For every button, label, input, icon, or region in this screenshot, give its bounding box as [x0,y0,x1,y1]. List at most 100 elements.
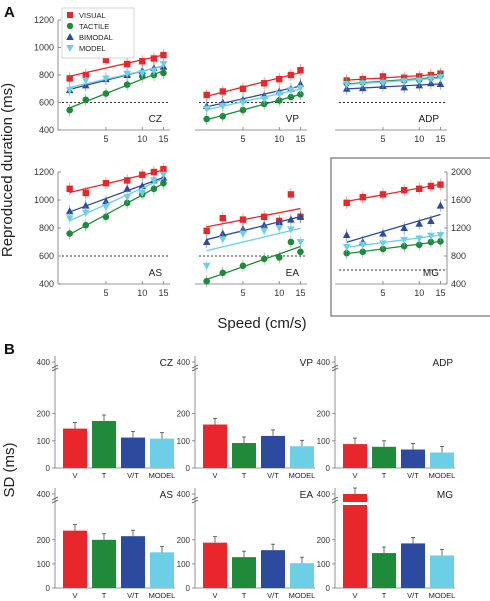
bar-v [343,444,367,468]
panel-b-y-axis-label: SD (ms) [1,443,18,498]
x-tick-label: V/T [267,471,279,480]
y-tick-label: 200 [317,410,331,419]
y-tick-label: 100 [177,560,191,569]
legend-label-model: MODEL [79,44,106,53]
subplot-label: EA [286,268,300,279]
bar-model [150,552,174,588]
data-point-visual [66,185,73,192]
y-tick-label: 400 [177,358,191,367]
subplot-label: ADP [432,358,453,369]
x-tick-label: 10 [137,134,147,144]
data-point-tactile [203,277,210,285]
legend-marker-model [66,45,74,52]
data-point-model [202,262,211,270]
y-tick-label: 1200 [34,15,54,25]
data-point-visual [427,182,435,190]
y-tick-label: 800 [39,70,54,80]
data-point-tactile [437,238,444,245]
data-point-visual [437,181,444,188]
data-point-model [123,70,131,78]
data-point-model [400,78,408,86]
data-point-visual [150,55,158,62]
y-tick-label: 200 [177,536,191,545]
data-point-visual [102,180,110,187]
data-point-bimodal [400,224,408,231]
scatter-subplot-ea: 5 10 15 EA [195,188,307,298]
panel-b-label: B [4,341,15,358]
axis-break-mark [331,364,339,369]
data-point-visual [150,168,158,176]
data-point-visual [400,187,408,194]
legend-marker-bimodal [66,33,74,40]
y-tick-label: 0 [186,464,191,473]
legend: VISUAL TACTILE BIMODAL MODEL [61,7,135,59]
data-point-tactile [239,106,247,114]
bar-v [343,494,367,588]
data-point-tactile [400,242,408,250]
data-point-tactile [343,249,350,257]
data-point-tactile [260,255,268,263]
data-point-tactile [275,97,283,104]
scatter-subplot-vp: 5 10 15 VP [195,64,307,144]
data-point-tactile [102,90,110,97]
data-point-model [379,79,387,87]
data-point-model [342,80,351,88]
bar-model [150,438,174,468]
y-tick-label: 0 [326,584,331,593]
data-point-visual [102,56,110,64]
data-point-model [81,209,90,217]
bar-t [372,553,396,588]
axis-break-mark [191,367,199,372]
bar-v [203,424,227,468]
subplot-label: AS [160,490,174,501]
bar-model [290,446,314,468]
axis-break-mark [51,364,59,369]
data-point-model [296,239,305,246]
data-point-model [427,75,435,83]
data-point-tactile [219,112,227,120]
y-tick-label: 400 [317,490,331,499]
x-tick-label: T [102,471,107,480]
bar-v [63,428,87,468]
y-tick-label: 100 [37,437,51,446]
data-point-bimodal [65,207,74,215]
y-tick-label: 0 [46,584,51,593]
scatter-subplot-as: 5 10 15 400 600 800 1000 1200 AS [34,163,170,298]
subplot-label: VP [300,358,314,369]
legend-marker-tactile [66,22,74,30]
data-point-tactile [287,93,295,101]
data-point-visual [379,191,387,198]
subplot-label: CZ [160,358,173,369]
x-tick-label: 15 [435,134,445,144]
fit-line-model [69,65,164,88]
bar-model [290,563,314,588]
x-tick-label: V/T [267,591,279,600]
data-point-model [123,194,131,202]
bar-subplot-ea: 0 100 200 400 V T V/T MODEL EA [177,488,315,600]
bar-v-t [121,536,145,588]
x-tick-label: 5 [380,134,385,144]
x-tick-label: 15 [158,134,168,144]
fit-line-model [346,234,441,248]
y-tick-label: 200 [37,536,51,545]
axis-break-mark [331,367,339,372]
data-point-model [138,69,147,77]
data-point-model [287,226,295,234]
subplot-label: MG [437,490,453,501]
y-tick-label: 400 [317,358,331,367]
data-point-model [218,102,227,110]
data-point-visual [123,60,131,68]
y-tick-label: 1000 [34,43,54,53]
x-tick-label: MODEL [149,591,176,600]
data-point-model [275,91,284,99]
y-tick-label: 0 [326,464,331,473]
legend-label-visual: VISUAL [79,11,106,20]
x-tick-label: 10 [414,288,424,298]
data-point-bimodal [415,219,424,227]
data-point-model [65,215,74,223]
data-point-tactile [219,269,227,277]
data-point-bimodal [436,79,445,87]
data-point-visual [82,189,89,197]
data-point-bimodal [260,221,268,229]
y-tick-label: 200 [317,536,331,545]
